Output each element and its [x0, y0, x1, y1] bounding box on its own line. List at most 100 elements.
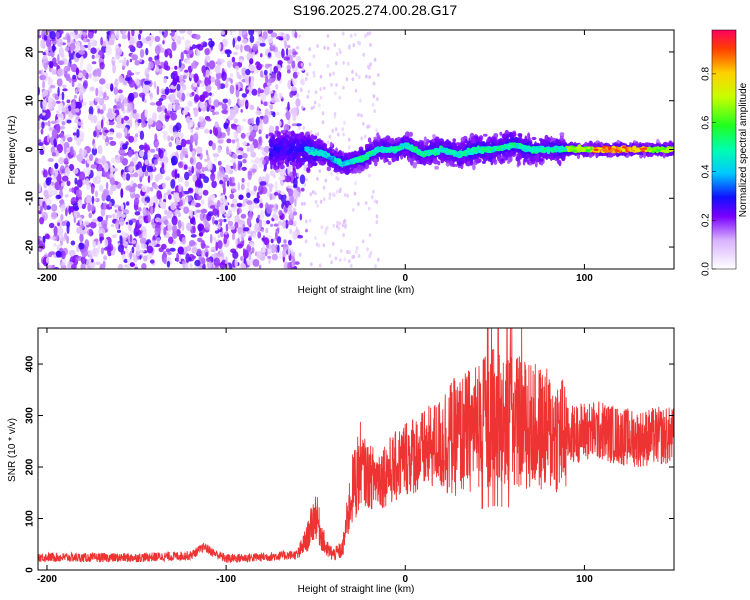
heatmap-cell — [106, 214, 113, 219]
heatmap-cell — [310, 106, 314, 111]
heatmap-cell — [171, 170, 176, 178]
heatmap-cell — [228, 149, 232, 156]
heatmap-cell — [321, 120, 325, 125]
heatmap-cell — [551, 137, 556, 141]
heatmap-cell — [103, 247, 110, 251]
heatmap-cell — [298, 252, 302, 257]
heatmap-cell — [133, 197, 140, 206]
heatmap-cell — [362, 52, 366, 57]
heatmap-cell — [38, 262, 41, 269]
heatmap-cell — [335, 52, 339, 56]
heatmap-cell — [131, 218, 137, 223]
heatmap-cell — [174, 169, 178, 180]
heatmap-cell — [70, 146, 74, 156]
heatmap-cell — [76, 179, 83, 188]
heatmap-cell — [159, 201, 166, 208]
heatmap-cell — [50, 167, 54, 176]
heatmap-cell — [329, 141, 333, 147]
heatmap-cell — [149, 92, 154, 100]
heatmap-cell — [248, 30, 255, 36]
heatmap-cell — [50, 146, 55, 154]
heatmap-cell — [307, 89, 311, 94]
heatmap-cell — [59, 125, 66, 130]
heatmap-cell — [347, 145, 351, 150]
heatmap-cell — [359, 98, 362, 103]
heatmap-cell — [279, 120, 282, 127]
heatmap-cell — [184, 69, 189, 73]
heatmap-cell — [210, 76, 215, 83]
heatmap-cell — [172, 77, 177, 87]
heatmap-cell — [94, 175, 101, 185]
heatmap-cell — [279, 160, 285, 164]
heatmap-cell — [322, 243, 326, 248]
heatmap-cell — [265, 134, 269, 139]
heatmap-cell — [64, 194, 69, 198]
heatmap-cell — [48, 86, 52, 94]
heatmap-cell — [60, 214, 64, 221]
heatmap-cell — [211, 142, 216, 151]
heatmap-cell — [94, 190, 99, 198]
heatmap-cell — [409, 131, 413, 137]
heatmap-cell — [76, 41, 80, 50]
heatmap-cell — [512, 131, 517, 137]
heatmap-cell — [338, 47, 341, 52]
heatmap-cell — [51, 203, 58, 212]
heatmap-cell — [296, 173, 300, 177]
heatmap-cell — [369, 42, 372, 47]
heatmap-cell — [248, 237, 252, 242]
heatmap-cell — [104, 238, 109, 248]
heatmap-cell — [330, 82, 333, 87]
heatmap-cell — [267, 52, 272, 58]
heatmap-cell — [156, 85, 160, 96]
heatmap-cell — [112, 58, 116, 62]
heatmap-cell — [256, 251, 262, 259]
heatmap-cell — [163, 60, 169, 71]
heatmap-cell — [284, 175, 292, 183]
heatmap-cell — [179, 80, 185, 87]
heatmap-cell — [305, 177, 309, 182]
heatmap-cell — [134, 266, 139, 269]
heatmap-cell — [310, 134, 315, 140]
heatmap-cell — [115, 123, 121, 129]
heatmap-cell — [283, 123, 290, 132]
heatmap-cell — [49, 30, 56, 40]
heatmap-cell — [92, 75, 99, 82]
heatmap-cell — [339, 187, 342, 192]
heatmap-cell — [129, 251, 132, 260]
heatmap-cell — [139, 150, 145, 158]
heatmap-cell — [222, 181, 226, 190]
heatmap-cell — [204, 76, 209, 87]
heatmap-cell — [333, 193, 336, 198]
heatmap-cell — [206, 118, 212, 122]
heatmap-cell — [254, 222, 261, 233]
heatmap-cell — [209, 205, 216, 209]
heatmap-cell — [202, 67, 207, 78]
heatmap-cell — [296, 71, 300, 76]
heatmap-cell — [122, 152, 128, 156]
heatmap-cell — [156, 105, 162, 113]
heatmap-cell — [212, 153, 220, 158]
heatmap-cell — [73, 216, 77, 223]
heatmap-cell — [170, 202, 176, 211]
heatmap-cell — [232, 162, 236, 170]
heatmap-cell — [65, 134, 72, 138]
heatmap-cell — [123, 56, 127, 63]
heatmap-cell — [205, 251, 209, 258]
heatmap-cell — [177, 173, 180, 178]
heatmap-cell — [299, 213, 302, 221]
heatmap-cell — [141, 120, 146, 128]
heatmap-cell — [266, 220, 271, 225]
heatmap-cell — [192, 225, 196, 234]
heatmap-cell — [237, 154, 243, 160]
heatmap-cell — [95, 249, 99, 258]
heatmap-cell — [366, 32, 369, 36]
heatmap-cell — [305, 228, 308, 233]
heatmap-cell — [292, 114, 297, 121]
heatmap-cell — [153, 159, 158, 166]
heatmap-cell — [170, 112, 177, 121]
heatmap-cell — [157, 158, 163, 162]
heatmap-cell — [56, 32, 60, 39]
heatmap-cell — [237, 35, 242, 42]
heatmap-cell — [240, 213, 247, 219]
heatmap-cell — [342, 132, 345, 137]
